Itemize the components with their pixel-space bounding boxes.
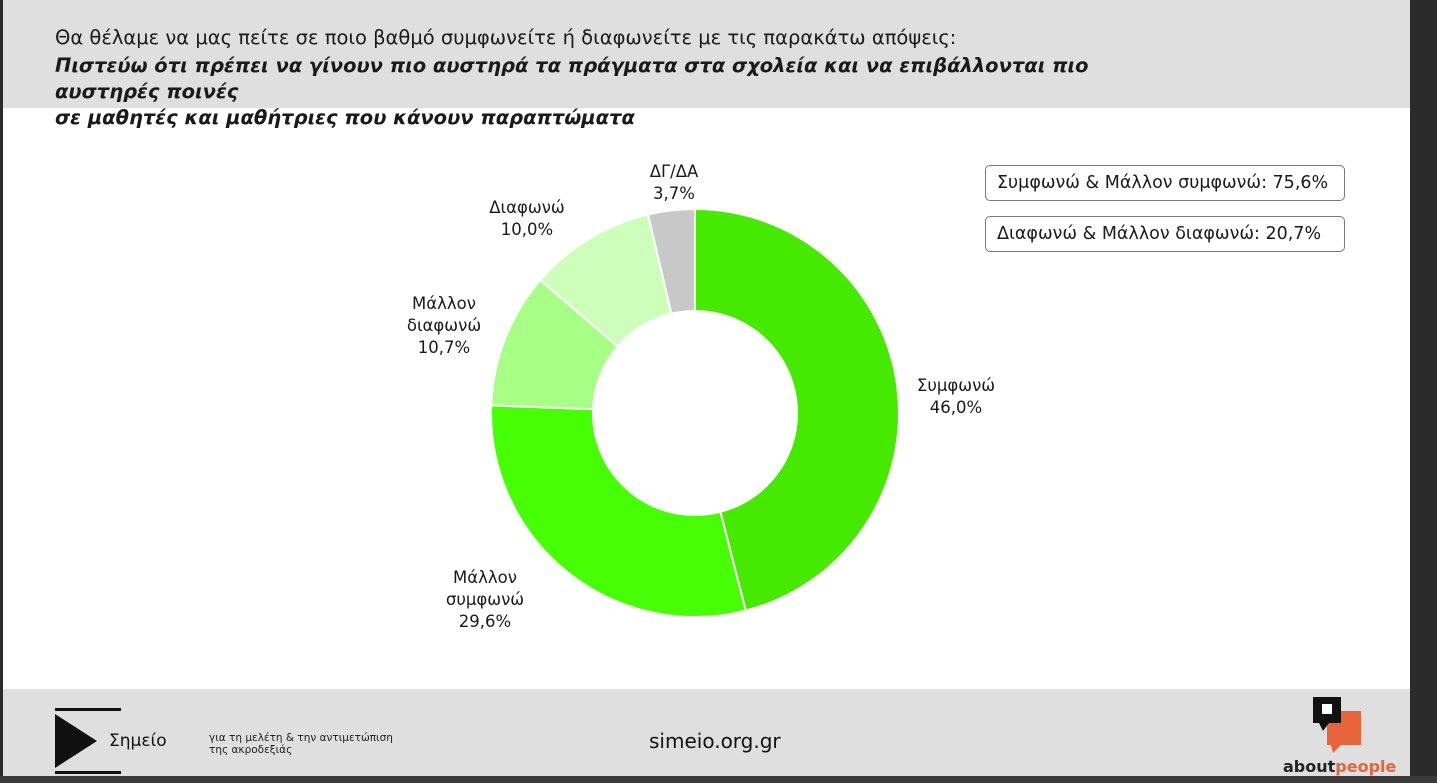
disagree-summary-text: Διαφωνώ & Μάλλον διαφωνώ: 20,7% xyxy=(997,224,1322,244)
aboutpeople-logo-icon xyxy=(1313,697,1361,753)
header: Θα θέλαμε να μας πείτε σε ποιο βαθμό συμ… xyxy=(3,0,1410,129)
footer: Σημείο για τη μελέτη & την αντιμετώπιση … xyxy=(3,689,1410,776)
org-tagline-line-2: της ακροδεξιάς xyxy=(209,744,293,756)
slice-category-label: Συμφωνώ xyxy=(917,376,995,395)
wordmark-people: people xyxy=(1335,757,1397,776)
website-link[interactable]: simeio.org.gr xyxy=(649,729,781,753)
survey-statement: Πιστεύω ότι πρέπει να γίνουν πιο αυστηρά… xyxy=(55,53,1175,131)
survey-question: Θα θέλαμε να μας πείτε σε ποιο βαθμό συμ… xyxy=(55,26,957,49)
slice-value-label: 46,0% xyxy=(930,398,982,417)
slice-category-label: συμφωνώ xyxy=(446,590,524,609)
donut-slice-2 xyxy=(490,404,747,618)
donut-chart: Συμφωνώ 46,0% Μάλλον συμφωνώ 29,6% Μάλλον διαφ… xyxy=(407,162,995,631)
slice-value-label: 10,0% xyxy=(501,220,553,239)
slice-category-label: Μάλλον xyxy=(412,294,476,313)
agree-summary-box: Συμφωνώ & Μάλλον συμφωνώ: 75,6% xyxy=(985,165,1345,201)
donut-slice-5 xyxy=(646,207,696,315)
slice-value-label: 29,6% xyxy=(459,612,511,631)
agree-summary-text: Συμφωνώ & Μάλλον συμφωνώ: 75,6% xyxy=(997,173,1329,193)
org-name: Σημείο xyxy=(109,731,167,751)
slice-category-label: ΔΓ/ΔΑ xyxy=(650,162,699,181)
statement-line-1: Πιστεύω ότι πρέπει να γίνουν πιο αυστηρά… xyxy=(55,54,1089,103)
slice-category-label: Μάλλον xyxy=(453,568,517,587)
wordmark-about: about xyxy=(1283,757,1336,776)
window-edge-right xyxy=(1410,0,1437,783)
slice-category-label: διαφωνώ xyxy=(407,316,481,335)
window-edge-bottom xyxy=(0,776,1437,783)
slide: Θα θέλαμε να μας πείτε σε ποιο βαθμό συμ… xyxy=(3,0,1410,776)
simeio-logo-icon xyxy=(55,708,121,774)
aboutpeople-wordmark: aboutpeople xyxy=(1283,757,1396,776)
statement-line-2: σε μαθητές και μαθήτριες που κάνουν παρα… xyxy=(55,106,635,129)
org-tagline-line-1: για τη μελέτη & την αντιμετώπιση xyxy=(209,732,393,744)
org-tagline: για τη μελέτη & την αντιμετώπιση της ακρ… xyxy=(209,732,399,756)
donut-slice-1 xyxy=(694,207,900,612)
slice-value-label: 3,7% xyxy=(653,184,695,203)
disagree-summary-box: Διαφωνώ & Μάλλον διαφωνώ: 20,7% xyxy=(985,216,1345,252)
slice-category-label: Διαφωνώ xyxy=(489,198,564,217)
slice-value-label: 10,7% xyxy=(418,338,470,357)
